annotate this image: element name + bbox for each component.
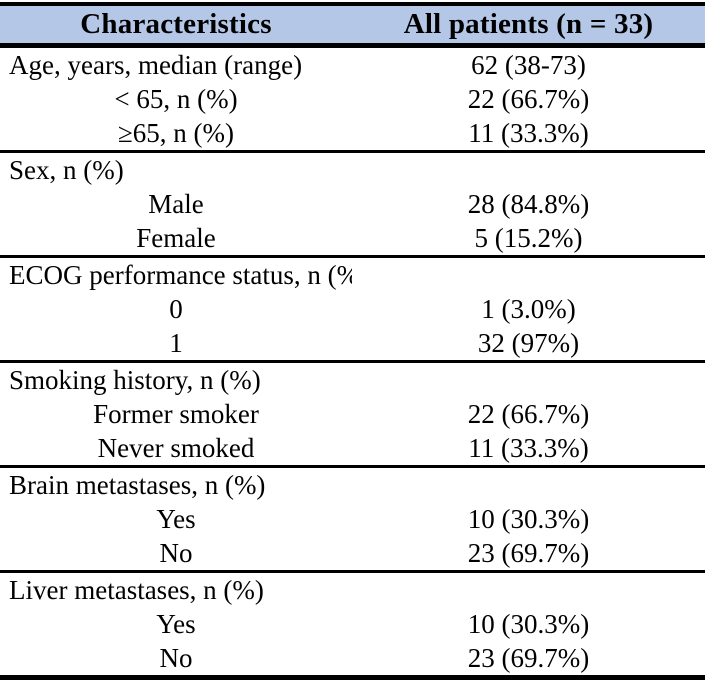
- row-label: Former smoker: [93, 399, 259, 429]
- table-row: No 23 (69.7%): [0, 641, 705, 678]
- row-label: 1: [169, 328, 183, 358]
- row-value: 32 (97%): [477, 328, 580, 358]
- section-value-age: 62 (38-73): [471, 50, 586, 80]
- row-value: 23 (69.7%): [467, 538, 590, 568]
- table-row: Brain metastases, n (%): [0, 465, 705, 502]
- patient-characteristics-table: Characteristics All patients (n = 33) Ag…: [0, 2, 705, 680]
- table-row: Liver metastases, n (%): [0, 570, 705, 607]
- table-row: ≥65, n (%) 11 (33.3%): [0, 116, 705, 152]
- row-label: Yes: [156, 609, 196, 639]
- table-row: < 65, n (%) 22 (66.7%): [0, 82, 705, 116]
- row-value: 28 (84.8%): [467, 189, 590, 219]
- row-value: 22 (66.7%): [467, 399, 590, 429]
- table-row: 0 1 (3.0%): [0, 292, 705, 326]
- table-row: Male 28 (84.8%): [0, 187, 705, 221]
- column-header-characteristics: Characteristics: [0, 4, 352, 48]
- section-label-smoking: Smoking history, n (%): [0, 360, 352, 397]
- row-value: 11 (33.3%): [468, 433, 589, 463]
- section-value-brain-metastases: [352, 465, 705, 502]
- table-row: ECOG performance status, n (%): [0, 255, 705, 292]
- row-label: Never smoked: [97, 433, 255, 463]
- table-row: Yes 10 (30.3%): [0, 607, 705, 641]
- row-label: 0: [169, 294, 183, 324]
- row-label: No: [159, 643, 193, 673]
- table-row: Sex, n (%): [0, 150, 705, 187]
- section-value-liver-metastases: [352, 570, 705, 607]
- row-label: < 65, n (%): [114, 84, 238, 114]
- section-label-age: Age, years, median (range): [9, 50, 303, 80]
- section-value-smoking: [352, 360, 705, 397]
- table-row: Smoking history, n (%): [0, 360, 705, 397]
- row-value: 11 (33.3%): [468, 118, 589, 148]
- section-label-brain-metastases: Brain metastases, n (%): [0, 465, 352, 502]
- table-row: Yes 10 (30.3%): [0, 502, 705, 536]
- table-row: Female 5 (15.2%): [0, 221, 705, 257]
- section-value-sex: [352, 150, 705, 187]
- row-value: 5 (15.2%): [474, 223, 583, 253]
- row-label: ≥65, n (%): [117, 118, 235, 148]
- row-value: 23 (69.7%): [467, 643, 590, 673]
- row-value: 22 (66.7%): [467, 84, 590, 114]
- row-value: 10 (30.3%): [467, 609, 590, 639]
- column-header-all-patients: All patients (n = 33): [352, 4, 705, 48]
- section-label-sex: Sex, n (%): [0, 150, 352, 187]
- table-row: No 23 (69.7%): [0, 536, 705, 572]
- table-row: Age, years, median (range) 62 (38-73): [0, 46, 705, 83]
- row-value: 10 (30.3%): [467, 504, 590, 534]
- row-value: 1 (3.0%): [481, 294, 576, 324]
- row-label: No: [159, 538, 193, 568]
- row-label: Female: [136, 223, 216, 253]
- section-label-liver-metastases: Liver metastases, n (%): [0, 570, 352, 607]
- table-header-row: Characteristics All patients (n = 33): [0, 4, 705, 48]
- table-row: Never smoked 11 (33.3%): [0, 431, 705, 467]
- row-label: Male: [148, 189, 204, 219]
- section-value-ecog: [352, 255, 705, 292]
- row-label: Yes: [156, 504, 196, 534]
- section-label-ecog: ECOG performance status, n (%): [0, 255, 352, 292]
- table-row: Former smoker 22 (66.7%): [0, 397, 705, 431]
- table-row: 1 32 (97%): [0, 326, 705, 362]
